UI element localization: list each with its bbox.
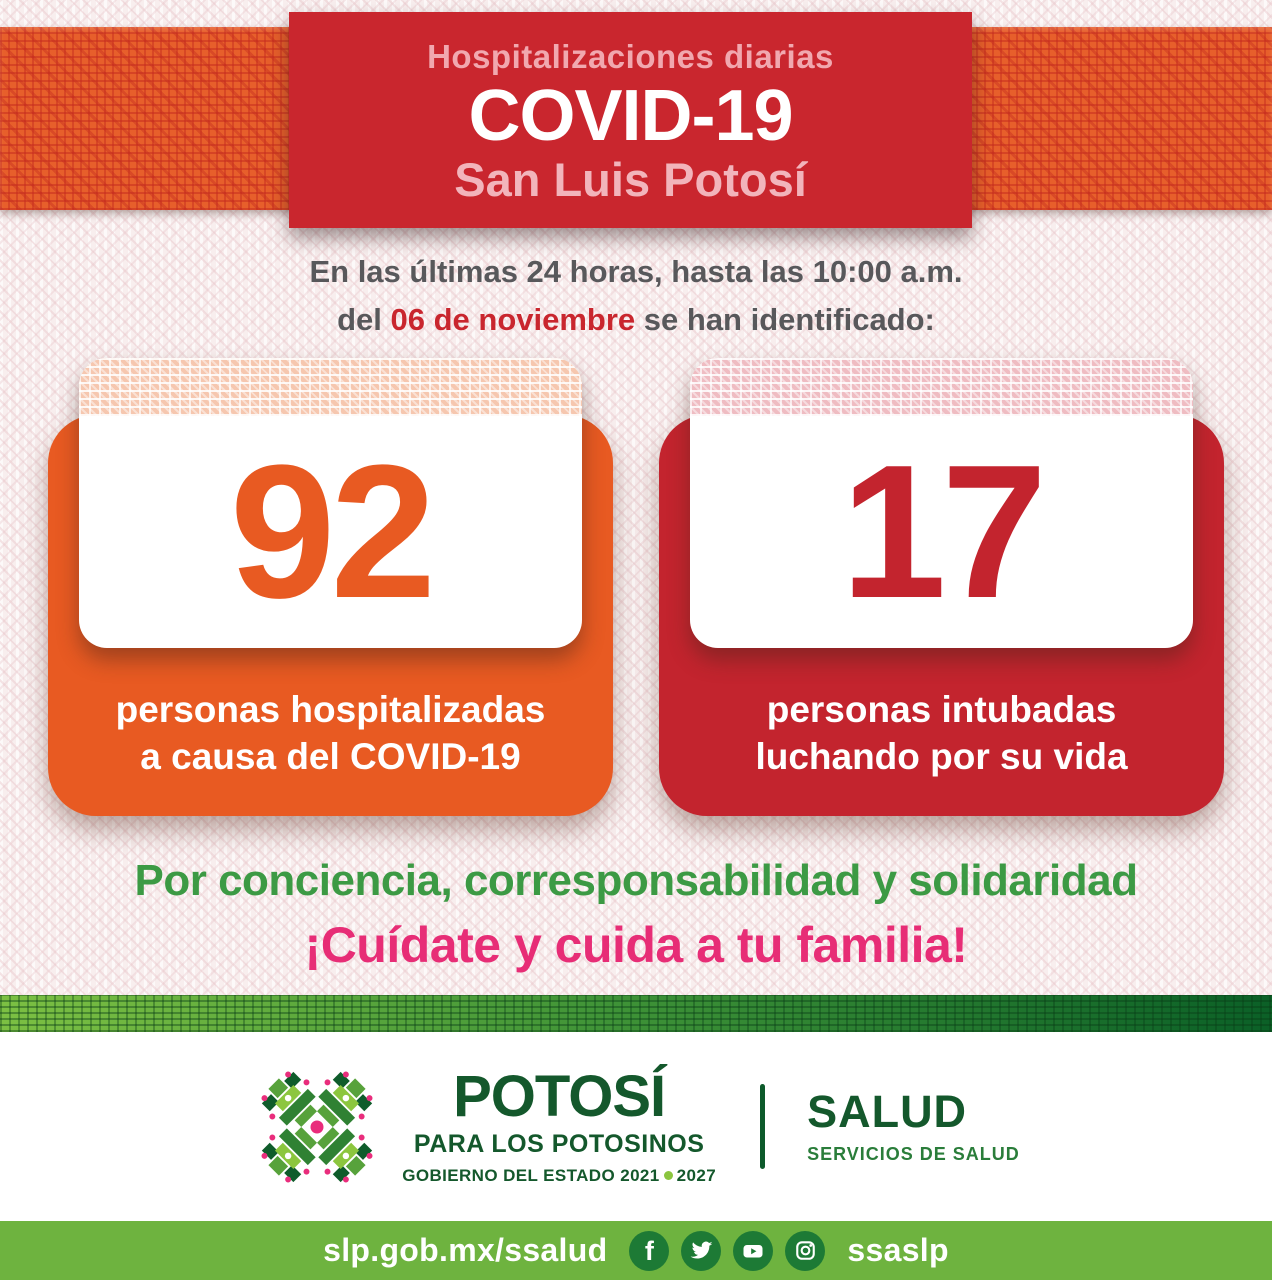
intro-line2-suffix: se han identificado:: [635, 302, 935, 338]
stat-value-hospitalized: 92: [229, 426, 436, 638]
facebook-icon[interactable]: f: [629, 1230, 670, 1271]
stat-label-hospitalized-line1: personas hospitalizadas: [115, 689, 546, 730]
stat-label-hospitalized: personas hospitalizadas a causa del COVI…: [48, 686, 613, 781]
potosi-gov-suffix: 2027: [676, 1165, 717, 1185]
website-url[interactable]: slp.gob.mx/ssalud: [323, 1232, 608, 1268]
potosi-government-line: GOBIERNO DEL ESTADO 2021 2027: [402, 1166, 716, 1186]
stat-card-hospitalized: 92 personas hospitalizadas a causa del C…: [48, 358, 613, 816]
potosi-subtitle: PARA LOS POTOSINOS: [413, 1129, 705, 1158]
message-care: ¡Cuídate y cuida a tu familia!: [304, 917, 968, 973]
stat-value-intubated: 17: [840, 426, 1047, 638]
stat-cards-row: 92 personas hospitalizadas a causa del C…: [48, 358, 1224, 816]
stat-card-intubated-pattern-strip: [690, 358, 1193, 416]
banner-title: COVID-19: [468, 75, 793, 156]
stat-label-intubated: personas intubadas luchando por su vida: [659, 686, 1224, 781]
stat-label-intubated-line1: personas intubadas: [766, 689, 1117, 730]
social-bar: slp.gob.mx/ssalud f: [0, 1221, 1272, 1280]
message-awareness: Por conciencia, corresponsabilidad y sol…: [134, 856, 1138, 905]
stat-card-hospitalized-panel: 92: [79, 358, 582, 648]
stat-label-intubated-line2: luchando por su vida: [755, 736, 1128, 778]
title-banner: Hospitalizaciones diarias COVID-19 San L…: [289, 12, 972, 228]
social-handle[interactable]: ssaslp: [847, 1232, 949, 1268]
twitter-icon[interactable]: [681, 1230, 722, 1271]
footer-divider: [760, 1084, 766, 1169]
stat-card-intubated: 17 personas intubadas luchando por su vi…: [659, 358, 1224, 816]
instagram-icon[interactable]: [785, 1230, 826, 1271]
stat-label-hospitalized-line2: a causa del COVID-19: [140, 736, 521, 778]
stat-card-hospitalized-pattern-strip: [79, 358, 582, 416]
stat-card-intubated-panel: 17: [690, 358, 1193, 648]
intro-text: En las últimas 24 horas, hasta las 10:00…: [0, 248, 1272, 344]
green-pattern-band: [0, 995, 1272, 1032]
potosi-title: POTOSÍ: [453, 1063, 666, 1129]
gov-dot-icon: [663, 1171, 673, 1180]
potosi-wordmark: POTOSÍ PARA LOS POTOSINOS GOBIERNO DEL E…: [402, 1063, 716, 1186]
youtube-icon[interactable]: [733, 1230, 774, 1271]
potosi-emblem-icon: [254, 1063, 380, 1190]
salud-subtitle: SERVICIOS DE SALUD: [807, 1143, 1020, 1164]
potosi-gov-prefix: GOBIERNO DEL ESTADO 2021: [402, 1165, 660, 1185]
salud-title: SALUD: [807, 1085, 968, 1137]
banner-kicker: Hospitalizaciones diarias: [427, 37, 834, 75]
intro-line2-prefix: del: [337, 302, 391, 338]
footer-logos: POTOSÍ PARA LOS POTOSINOS GOBIERNO DEL E…: [0, 1032, 1272, 1221]
intro-date-highlight: 06 de noviembre: [390, 302, 636, 338]
intro-line1: En las últimas 24 horas, hasta las 10:00…: [309, 254, 963, 289]
social-icons: f: [629, 1230, 826, 1271]
banner-subtitle: San Luis Potosí: [454, 153, 807, 207]
salud-wordmark: SALUD SERVICIOS DE SALUD: [807, 1089, 1020, 1165]
